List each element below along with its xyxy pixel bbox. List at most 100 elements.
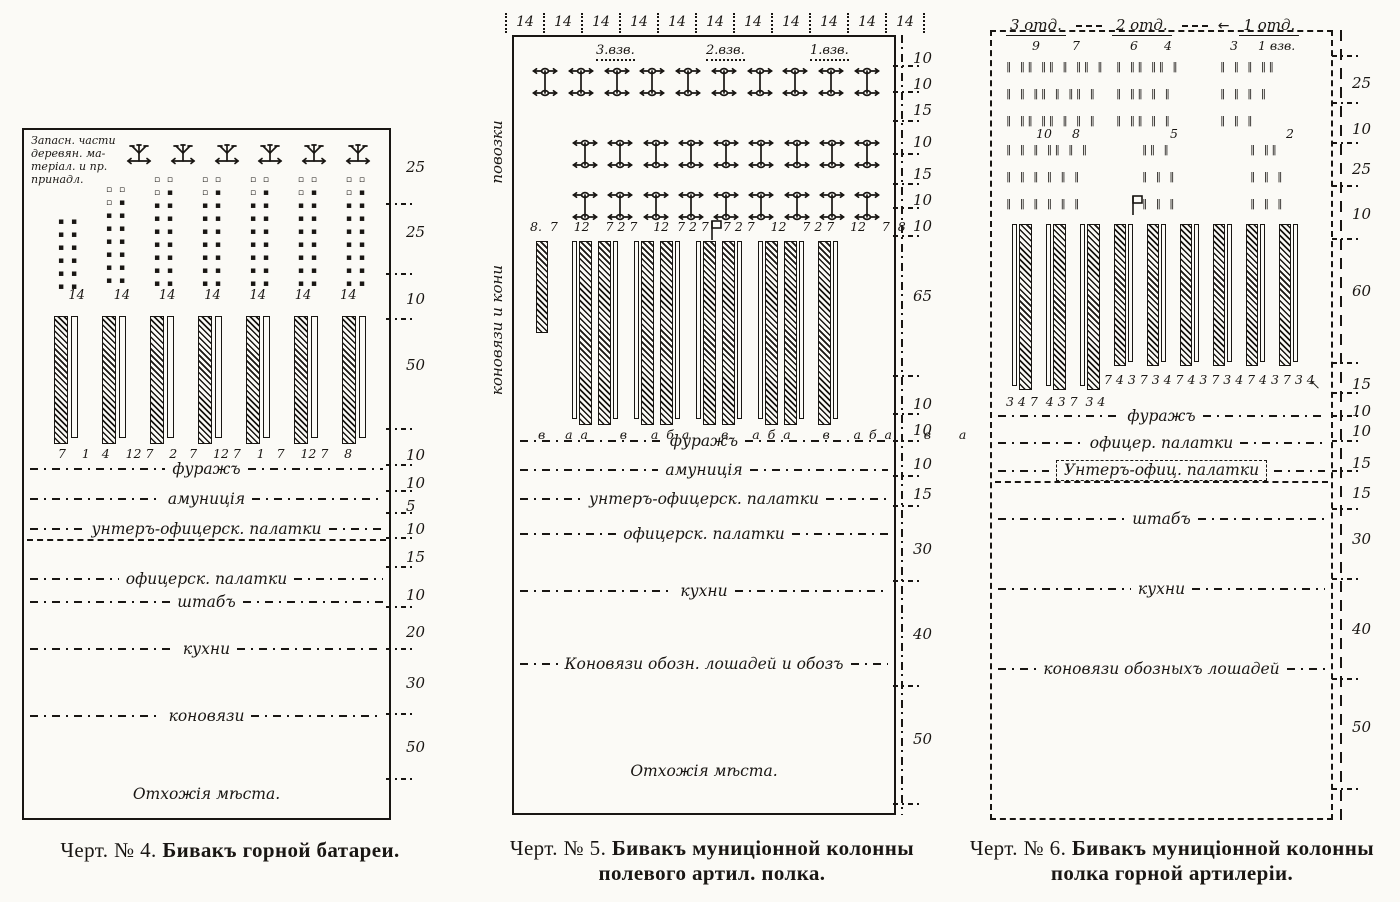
scale-tick [386,713,416,715]
scale-tick [386,512,416,514]
scale-divider-line [901,35,904,815]
leader-line [1197,518,1326,520]
leader-line [520,663,558,665]
zone-label: коновязи [168,707,245,725]
zone-band: кухни [520,582,888,600]
scale-number: 60 [1352,282,1372,300]
tent-bar-outline [1128,224,1133,362]
stacked-arms-icon [126,144,152,165]
count-label: 14 [887,13,925,33]
section-label-1: 1 отд. [1239,16,1300,36]
leader-line [242,601,384,603]
pack-ticks-block: ∥ ∥ ∥ ∥∥ ∥ ∥ ∥ ∥ ∥ ∥ ∥ ∥ ∥ ∥ ∥ ∥ ∥ ∥ [1006,144,1090,210]
scale-tick [1332,440,1362,442]
scale-tick [893,375,923,377]
scale-tick [1332,238,1362,240]
count-label: 14 [773,13,811,33]
wagon-icon [783,139,810,169]
caption6-line2: полка горной артилеріи. [1050,861,1294,885]
zone-band: фуражъ [30,460,383,478]
leader-line [520,440,663,442]
leader-line [30,648,176,650]
tent-bar-outline [1227,224,1232,362]
zone-label: Отхожія мѣста. [630,762,778,780]
leader-line [30,578,119,580]
wagon-icon [713,139,739,169]
scale-tick [1332,578,1362,580]
leader-line [30,528,85,530]
scale-number: 30 [913,540,933,558]
wagon-icon [603,67,630,97]
bar-gap [174,316,198,317]
stacked-arms-icon [345,144,371,165]
tent-bar-hatched [1087,224,1100,390]
caption5-prefix: Черт. № 5. [509,836,607,860]
scale-number: 5 [406,497,416,515]
section-label-3: 3 отд. [1006,16,1066,36]
leader-line [252,498,383,500]
stacked-arms-icon [301,144,327,165]
zone-band: унтеръ-офицерск. палатки [30,520,384,538]
tent-bar-outline [1080,224,1085,386]
diagram5-top-counts: 14 14 14 14 14 14 14 14 14 14 14 [505,13,925,33]
scale-number: 10 [913,49,933,67]
bar-numbers-left: 8. 7 12 7 2 7 12 7 2 7 [530,219,709,234]
scale-tick [893,580,923,582]
zone-label: кухни [182,640,231,658]
small-number-label: 9 [1032,38,1040,53]
tent-bar-outline [167,316,174,438]
separator-heavy-dashed [995,481,1328,483]
tent-bar-outline [675,241,680,419]
scale-number: 15 [913,165,933,183]
wagon-icon [854,139,880,169]
dash-joiner [1181,25,1208,27]
leader-line [237,648,383,650]
bar-gap [1133,224,1147,225]
pack-ticks-block: ∥ ∥∥ ∥∥ ∥ ∥ ∥∥ ∥ ∥ ∥ ∥∥ ∥ ∥ [1116,61,1181,127]
tent-bar-outline [263,316,270,438]
scale-number: 25 [1352,160,1372,178]
scale-number: 65 [913,287,933,305]
leader-line [791,533,889,535]
scale-number: 10 [913,133,933,151]
count-label: 14 [849,13,887,33]
tent-bar-hatched [598,241,611,425]
tent-bar-hatched [703,241,716,425]
zone-band: кухни [30,640,383,658]
scale-tick [893,413,923,415]
tent-bar-hatched [818,241,831,425]
tent-bar-outline [833,241,838,419]
zone-label: амуниція [167,490,246,508]
zone-band: унтеръ-офицерск. палатки [520,490,889,508]
tent-bar-outline [737,241,742,419]
tent-bar-outline [799,241,804,419]
wagon-icon [572,139,598,169]
scale-tick [893,685,923,687]
wagon-row-3 [572,189,880,223]
scale-number: 10 [1352,402,1372,420]
wagon-icon [713,191,739,221]
caption4-title: Бивакъ горной батареи. [162,838,400,862]
scale-tick [893,505,923,507]
scale-number: 40 [1352,620,1372,638]
diagram4-scale-column: 25 25 10 50 10 10 5 10 15 10 20 30 50 [386,128,438,820]
zone-band: Унтеръ-офиц. палатки [998,460,1326,481]
wagon-icon [818,191,845,221]
count-label: 14 [294,288,312,303]
diagram-5-bivouac-plan: 3.взв. 2.взв. 1.взв. 8. 7 12 7 2 7 12 7 2 … [512,35,966,815]
flag-icon [1132,195,1143,215]
leader-line [998,518,1126,520]
supply-squares-column: ▫ ▫ ▫ ▪ ▪ ▪ ▪ ▪ ▪ ▪ ▪ ▪ ▪ ▪ ▪ ▪ ▪ ▪ [249,175,271,289]
bar-gap [126,316,150,317]
count-label: 14 [249,288,267,303]
column-counts-row: 14 14 14 14 14 14 14 [54,288,371,303]
section-headers-row: 3 отд. 2 отд. ← 1 отд. [1006,16,1300,36]
scale-tick [893,183,923,185]
section-label-2: 2 отд. [1111,16,1172,36]
count-label: 14 [545,13,583,33]
caption6-title: Бивакъ муниціонной колонны [1071,836,1375,860]
supply-squares-column: ▫ ▫ ▫ ▪ ▪ ▪ ▪ ▪ ▪ ▪ ▪ ▪ ▪ ▪ ▪ ▪ [105,185,128,286]
scale-tick [386,537,416,539]
small-number-label: 2 [1286,126,1294,141]
